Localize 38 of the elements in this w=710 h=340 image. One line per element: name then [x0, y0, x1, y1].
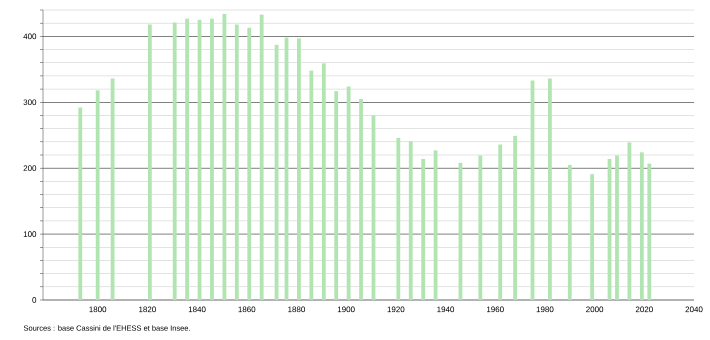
bar: [198, 20, 202, 300]
bar: [647, 164, 652, 300]
bar: [96, 90, 100, 300]
bar: [548, 78, 552, 300]
bar: [628, 142, 632, 300]
bar: [396, 138, 400, 300]
bar: [185, 18, 190, 300]
bar: [346, 86, 351, 300]
bar: [372, 115, 376, 300]
bar: [148, 24, 152, 300]
bar: [322, 63, 326, 300]
bar: [434, 150, 438, 300]
bar: [247, 28, 252, 300]
bar: [608, 158, 612, 300]
bar: [530, 80, 534, 300]
bar: [309, 70, 314, 300]
bar: [590, 174, 594, 300]
bar: [284, 38, 288, 300]
bar: [498, 144, 502, 300]
bar: [458, 162, 462, 300]
bar: [260, 14, 264, 300]
bar: [78, 108, 82, 300]
bar: [110, 78, 114, 300]
bar: [513, 136, 518, 300]
bar: [274, 44, 278, 300]
bar: [297, 38, 301, 300]
bar: [210, 18, 214, 300]
bar: [640, 152, 644, 300]
bar: [234, 24, 239, 300]
bar: [359, 98, 363, 300]
bar: [172, 22, 177, 300]
bar: [615, 156, 619, 300]
bar: [334, 91, 338, 300]
bar: [478, 156, 482, 300]
bar: [421, 158, 426, 300]
bar: [568, 164, 572, 300]
bar: [222, 14, 226, 300]
bar: [408, 141, 413, 300]
